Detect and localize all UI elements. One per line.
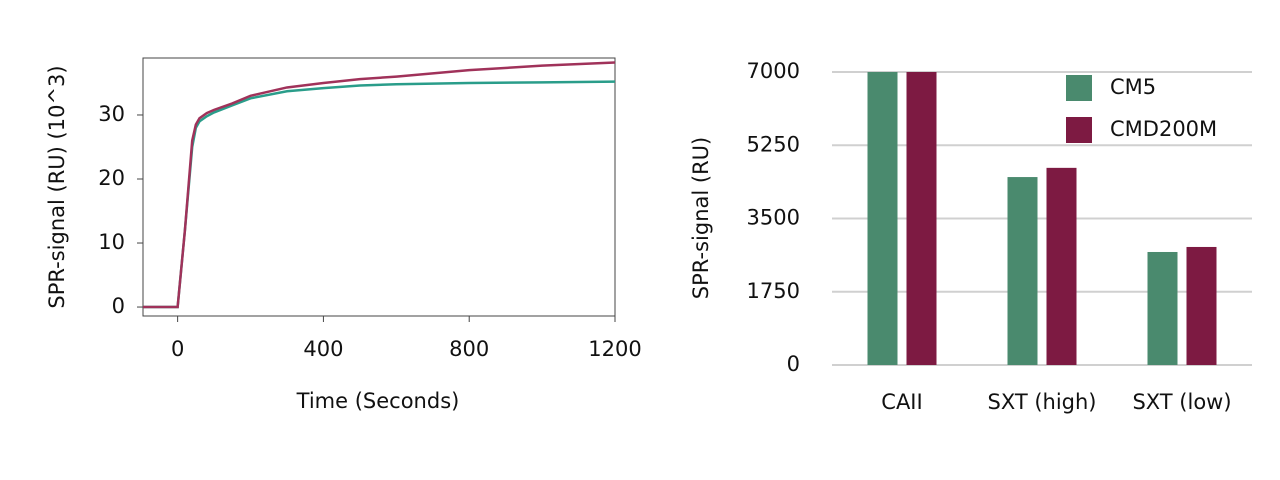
x-tick-label: 1200	[588, 337, 641, 361]
x-tick-label: CAII	[881, 390, 922, 414]
legend-label: CM5	[1110, 75, 1156, 99]
y-tick-label: 1750	[747, 279, 800, 303]
bar	[1046, 167, 1077, 365]
y-tick-label: 0	[787, 352, 800, 376]
legend-swatch	[1066, 75, 1092, 101]
x-tick-label: 800	[449, 337, 489, 361]
x-tick-label: SXT (low)	[1132, 390, 1231, 414]
plot-frame	[142, 57, 616, 317]
bar	[1186, 246, 1217, 365]
bar	[1007, 177, 1038, 365]
y-tick-label: 30	[98, 102, 125, 126]
y-tick-label: 10	[98, 230, 125, 254]
legend-swatch	[1066, 117, 1092, 143]
y-axis-title: SPR-signal (RU) (10^3)	[45, 65, 69, 308]
y-axis-title: SPR-signal (RU)	[689, 137, 713, 299]
y-tick-label: 0	[112, 294, 125, 318]
bar	[1147, 251, 1178, 365]
x-tick-label: 400	[303, 337, 343, 361]
data-line	[143, 61, 616, 309]
x-tick-label: SXT (high)	[987, 390, 1096, 414]
y-tick-label: 3500	[747, 206, 800, 230]
legend-label: CMD200M	[1110, 117, 1217, 141]
bar	[867, 72, 898, 365]
bar	[906, 72, 937, 365]
y-tick-label: 5250	[747, 132, 800, 156]
x-tick-label: 0	[171, 337, 184, 361]
data-line	[143, 80, 616, 309]
y-tick-label: 20	[98, 166, 125, 190]
x-axis-title: Time (Seconds)	[296, 389, 460, 413]
y-tick-label: 7000	[747, 59, 800, 83]
